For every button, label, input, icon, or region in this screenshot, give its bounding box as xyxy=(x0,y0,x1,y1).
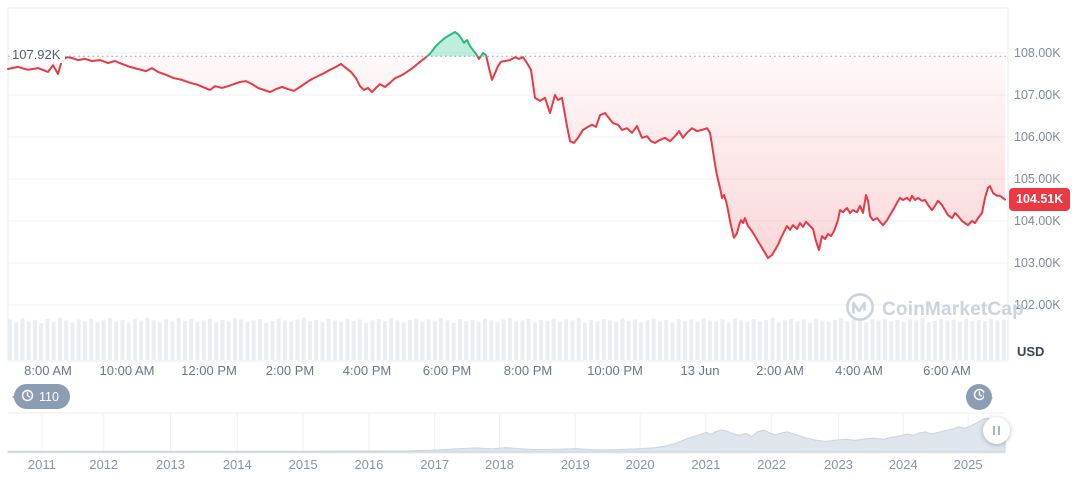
x-axis-tick: 12:00 PM xyxy=(181,363,237,378)
year-tick[interactable]: 2022 xyxy=(757,457,787,472)
x-axis-tick: 2:00 PM xyxy=(265,363,315,378)
y-axis-tick: 102.00K xyxy=(1014,298,1061,312)
currency-unit-label: USD xyxy=(1017,344,1045,359)
coinmarketcap-watermark: CoinMarketCap xyxy=(845,292,1024,327)
y-axis-tick: 106.00K xyxy=(1014,130,1061,144)
year-tick[interactable]: 2025 xyxy=(953,457,983,472)
y-axis-tick: 104.00K xyxy=(1014,214,1061,228)
year-tick[interactable]: 2012 xyxy=(89,457,119,472)
grip-icon xyxy=(998,426,1000,435)
x-axis-tick: 13 Jun xyxy=(680,363,720,378)
x-axis-tick: 10:00 AM xyxy=(99,363,155,378)
year-tick[interactable]: 2023 xyxy=(824,457,853,472)
year-tick[interactable]: 2016 xyxy=(354,457,384,472)
grip-icon xyxy=(993,426,995,435)
prev-close-price-label: 107.92K xyxy=(10,47,66,64)
y-axis-tick: 108.00K xyxy=(1014,46,1061,60)
x-axis-tick: 8:00 AM xyxy=(24,363,72,378)
y-axis-tick: 107.00K xyxy=(1014,88,1061,102)
timeline-scrubber-handle[interactable] xyxy=(983,417,1010,444)
history-replay-badge[interactable]: 110 xyxy=(14,384,70,409)
x-axis-tick: 6:00 PM xyxy=(422,363,472,378)
year-tick[interactable]: 2018 xyxy=(485,457,514,472)
x-axis-tick: 2:00 AM xyxy=(756,363,804,378)
history-clock-icon xyxy=(21,389,34,405)
x-axis-tick: 4:00 AM xyxy=(835,363,883,378)
year-tick[interactable]: 2014 xyxy=(222,457,252,472)
year-tick[interactable]: 2021 xyxy=(691,457,721,472)
year-tick[interactable]: 2017 xyxy=(420,457,450,472)
x-axis-tick: 8:00 PM xyxy=(503,363,553,378)
watermark-text: CoinMarketCap xyxy=(882,298,1024,320)
coinmarketcap-logo-icon xyxy=(845,292,875,327)
x-axis-tick: 10:00 PM xyxy=(587,363,643,378)
year-tick[interactable]: 2015 xyxy=(288,457,318,472)
year-tick[interactable]: 2019 xyxy=(560,457,590,472)
clock-icon xyxy=(973,388,986,406)
y-axis-tick: 103.00K xyxy=(1014,256,1061,270)
time-marker-badge[interactable] xyxy=(966,384,993,410)
y-axis-tick: 105.00K xyxy=(1014,172,1061,186)
year-tick[interactable]: 2020 xyxy=(625,457,655,472)
x-axis-tick: 4:00 PM xyxy=(342,363,392,378)
history-count: 110 xyxy=(39,389,59,404)
year-tick[interactable]: 2024 xyxy=(888,457,918,472)
year-tick[interactable]: 2013 xyxy=(156,457,185,472)
current-price-badge: 104.51K xyxy=(1009,187,1071,211)
year-tick[interactable]: 2011 xyxy=(27,457,56,472)
x-axis-tick: 6:00 AM xyxy=(923,363,971,378)
